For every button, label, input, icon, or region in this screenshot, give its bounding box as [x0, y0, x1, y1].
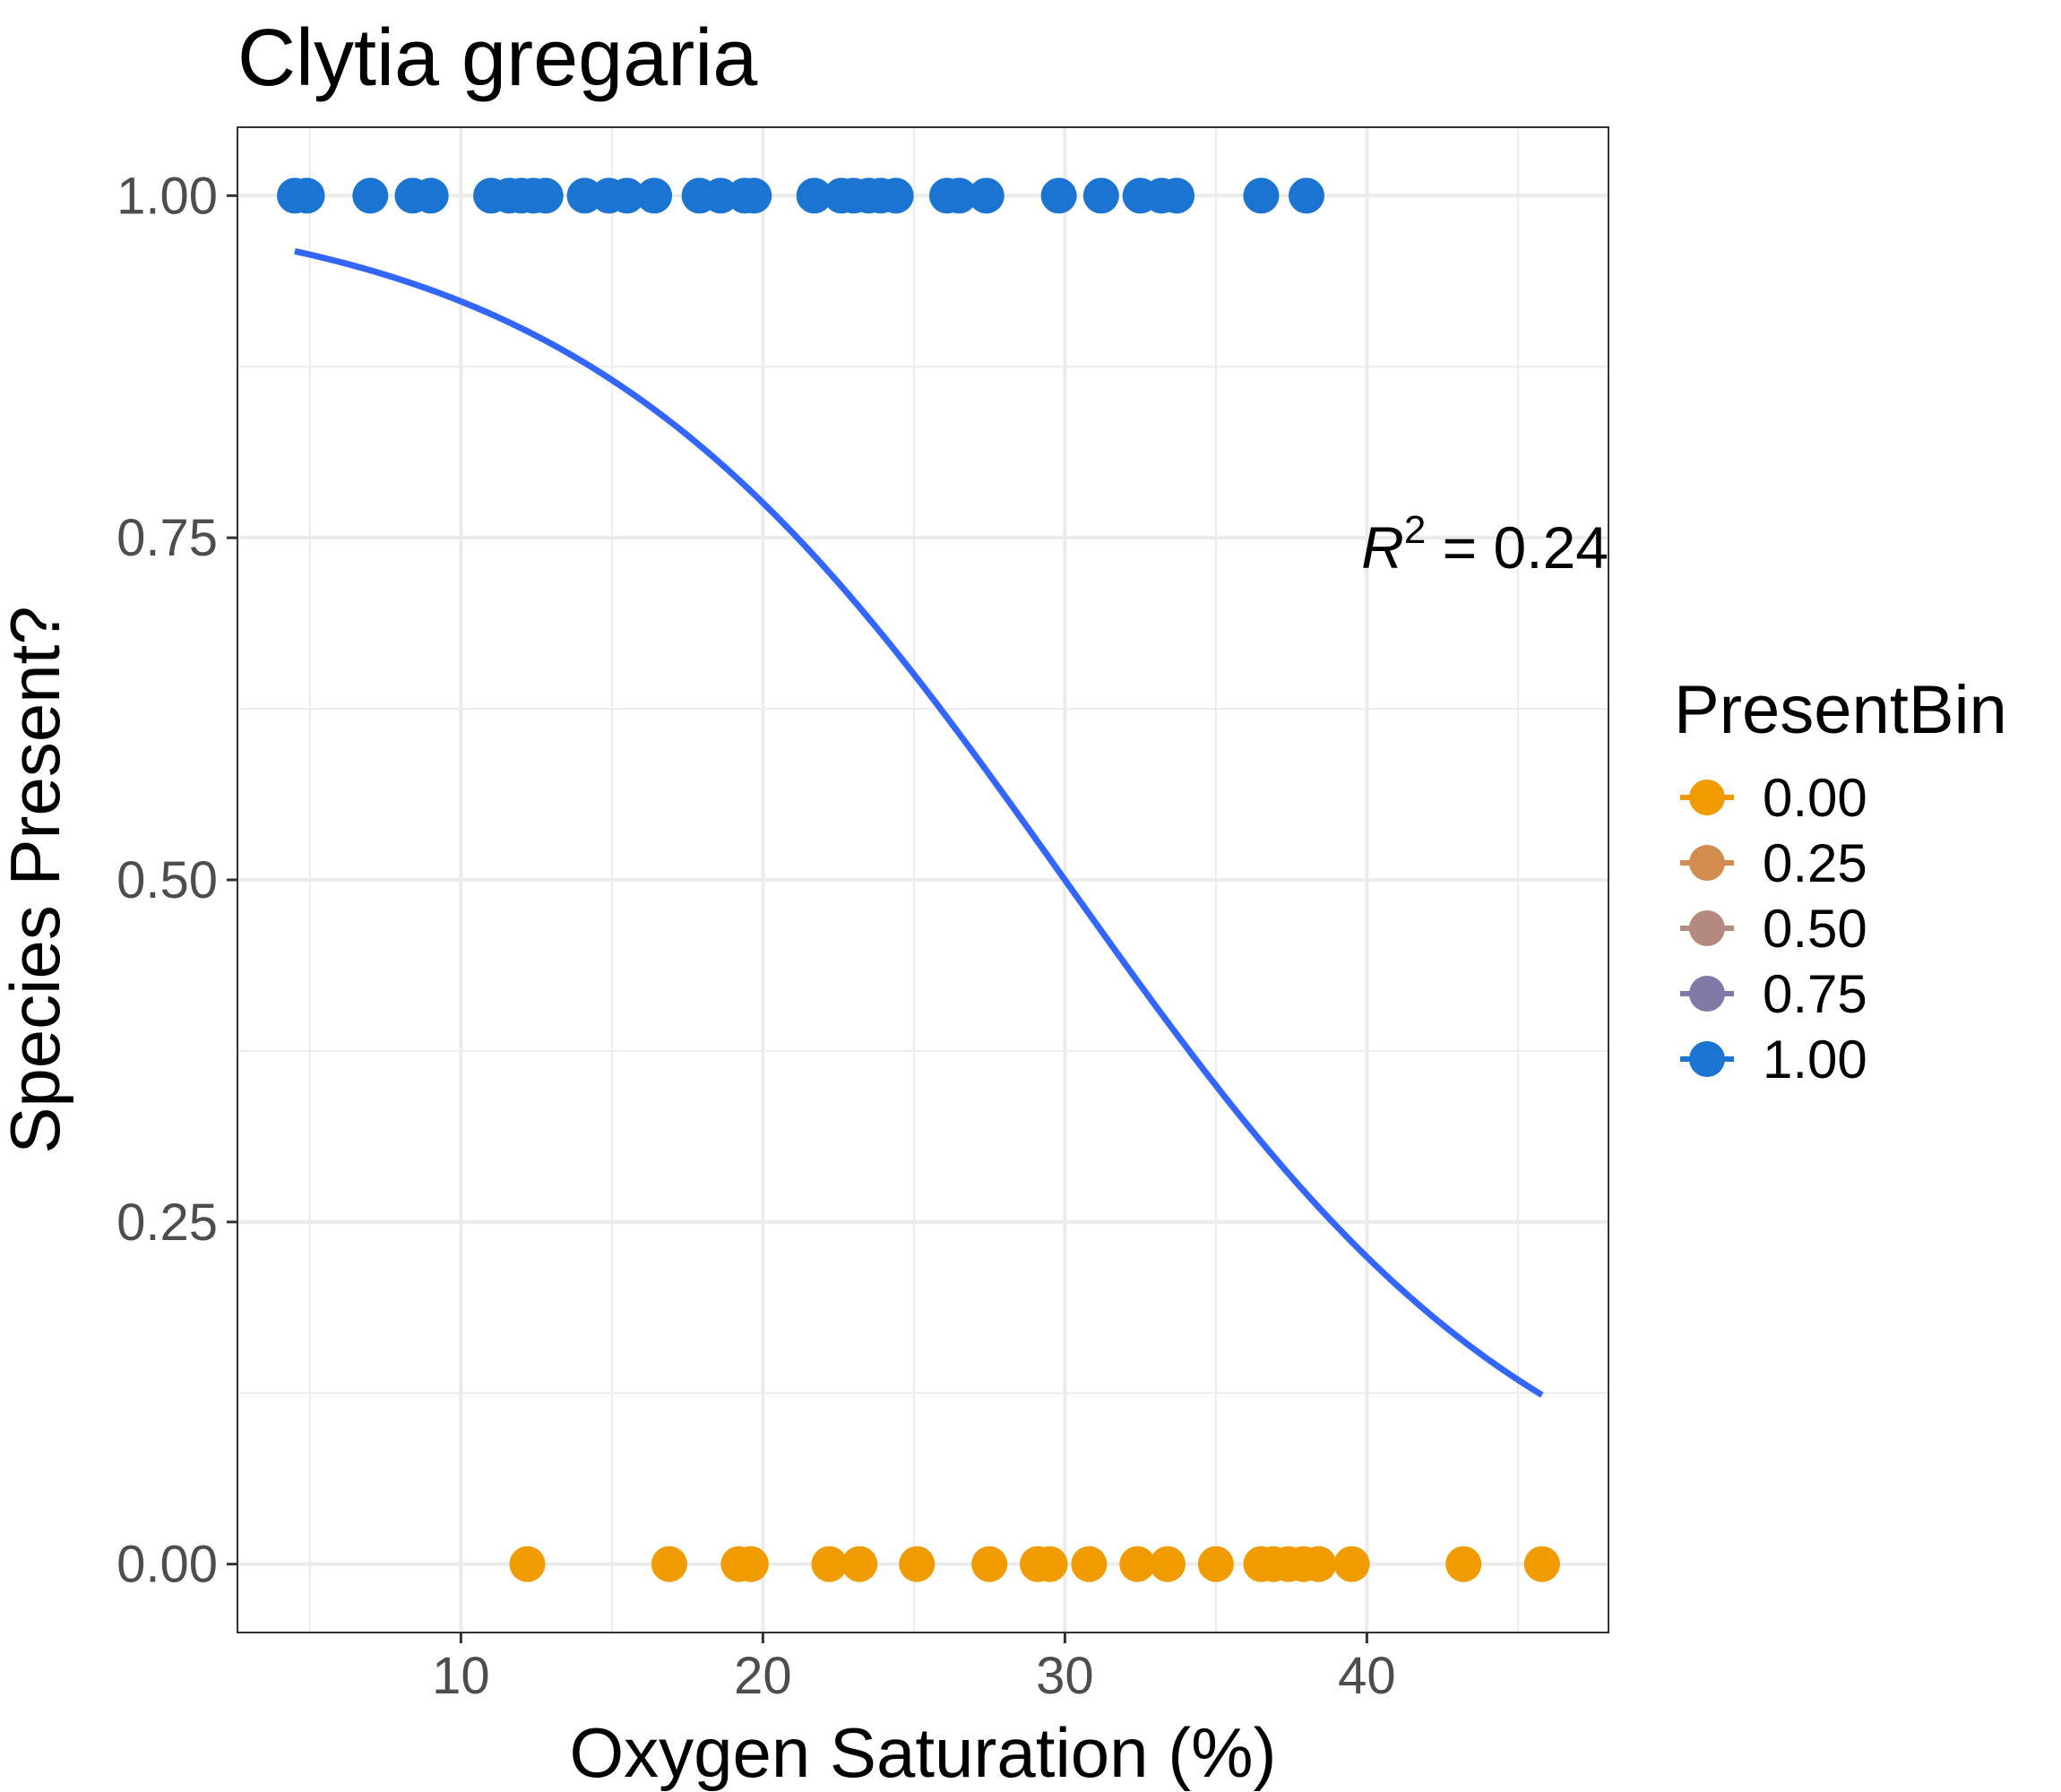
point-present	[941, 177, 978, 214]
y-tick-label: 1.00	[116, 167, 218, 225]
x-tick-label: 40	[1338, 1647, 1396, 1705]
point-present	[352, 177, 389, 214]
point-present	[1159, 177, 1195, 214]
points-layer	[277, 177, 1560, 1582]
legend-title: PresentBin	[1674, 672, 2007, 748]
point-present	[527, 177, 564, 214]
point-present	[1288, 177, 1324, 214]
point-present	[736, 177, 772, 214]
point-absent	[1445, 1546, 1482, 1582]
y-tick-label: 0.50	[116, 851, 218, 909]
y-tick-label: 0.00	[116, 1536, 218, 1594]
x-axis-title: Oxygen Saturation (%)	[569, 1713, 1276, 1792]
point-absent	[1333, 1546, 1370, 1582]
point-absent	[1197, 1546, 1234, 1582]
point-absent	[1300, 1546, 1337, 1582]
point-present	[636, 177, 673, 214]
point-absent	[1149, 1546, 1186, 1582]
chart-title: Clytia gregaria	[237, 13, 758, 103]
r-squared-superscript: 2	[1404, 508, 1426, 552]
point-absent	[651, 1546, 687, 1582]
x-tick-label: 30	[1036, 1647, 1094, 1705]
point-absent	[732, 1546, 769, 1582]
point-absent	[841, 1546, 878, 1582]
legend-label: 0.00	[1763, 768, 1867, 828]
y-axis-title: Species Present?	[0, 606, 74, 1153]
point-absent	[1119, 1546, 1156, 1582]
point-absent	[1071, 1546, 1108, 1582]
legend-key-dot	[1689, 845, 1725, 881]
point-present	[877, 177, 914, 214]
x-tick-label: 20	[734, 1647, 792, 1705]
x-axis: 10 20 30 40	[432, 1633, 1396, 1705]
fit-curve-layer	[294, 247, 1544, 1398]
point-present	[1040, 177, 1077, 214]
point-absent	[1523, 1546, 1560, 1582]
legend-key-dot	[1689, 976, 1725, 1012]
r-squared-annotation: R2 = 0.24	[1361, 508, 1608, 581]
y-tick-label: 0.75	[116, 509, 218, 567]
legend: 0.000.250.500.751.00	[1680, 768, 1867, 1090]
legend-label: 1.00	[1763, 1030, 1867, 1090]
point-absent	[811, 1546, 848, 1582]
r-squared-value: = 0.24	[1426, 514, 1608, 581]
legend-label: 0.25	[1763, 833, 1867, 893]
point-absent	[899, 1546, 936, 1582]
point-absent	[1031, 1546, 1068, 1582]
point-present	[412, 177, 449, 214]
r-squared-symbol: R	[1361, 514, 1404, 581]
y-axis: 0.00 0.25 0.50 0.75 1.00	[116, 167, 237, 1594]
legend-label: 0.50	[1763, 899, 1867, 959]
point-present	[796, 177, 832, 214]
legend-key-dot	[1689, 910, 1725, 946]
point-present	[1082, 177, 1119, 214]
legend-key-dot	[1689, 780, 1725, 815]
legend-label: 0.75	[1763, 964, 1867, 1024]
grid-major	[237, 127, 1608, 1633]
point-present	[608, 177, 645, 214]
point-present	[289, 177, 325, 214]
logistic-fit-line	[294, 247, 1544, 1398]
point-absent	[971, 1546, 1008, 1582]
point-present	[1243, 177, 1280, 214]
legend-key-dot	[1689, 1041, 1725, 1077]
point-absent	[509, 1546, 546, 1582]
point-present	[968, 177, 1005, 214]
y-tick-label: 0.25	[116, 1193, 218, 1252]
x-tick-label: 10	[432, 1647, 490, 1705]
